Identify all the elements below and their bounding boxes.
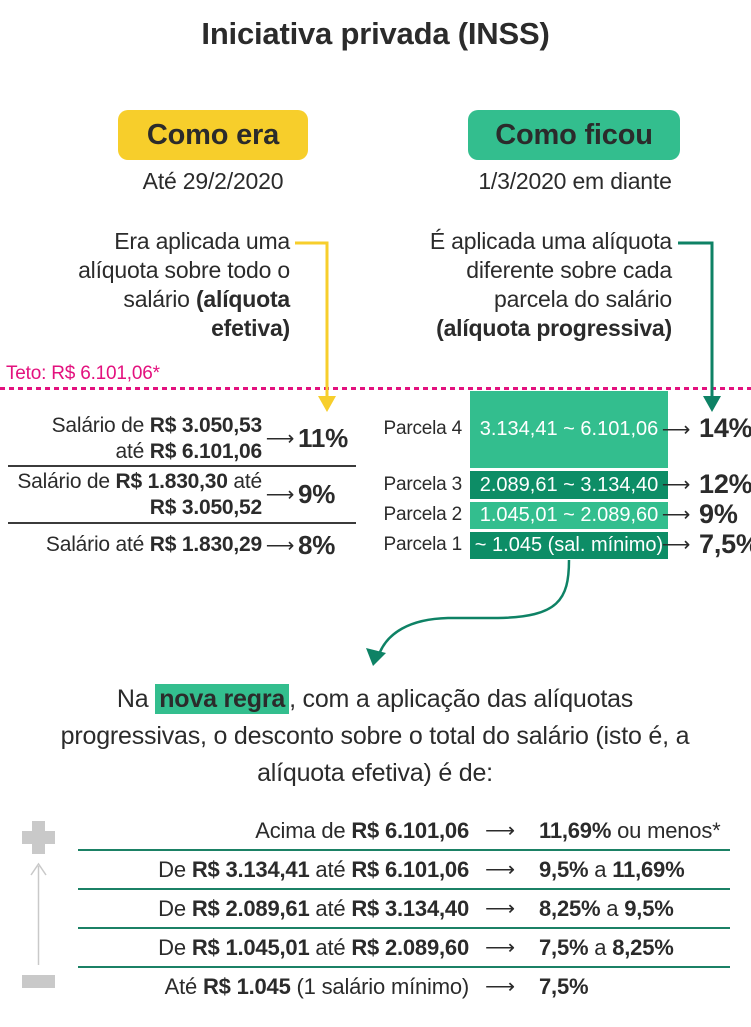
summary-intro: Na nova regra, com a aplicação das alíqu… [60,684,690,787]
curved-arrow-icon [366,559,571,666]
up-arrow-icon [30,862,47,965]
salary-range: Salário até R$ 1.830,29 [45,533,262,556]
arrow-right-icon: ⟶ [485,936,515,959]
salary-range: Até R$ 1.045 (1 salário mínimo) [164,973,470,999]
old-rule-table: Salário de R$ 3.050,53 até R$ 6.101,06 ⟶… [8,412,356,566]
parcel-bar-2: 1.045,01 ~ 2.089,60 [470,502,668,529]
after-description-bold: (alíquota progressiva) [436,315,672,341]
rate-value: 12% [699,469,751,499]
table-row: Acima de R$ 6.101,06 ⟶ 11,69% ou menos* [78,812,730,851]
parcel-label-1: Parcela 1 [383,534,463,555]
parcel-bar-4: 3.134,41 ~ 6.101,06 [470,391,668,468]
before-description: Era aplicada uma alíquota sobre todo o s… [10,227,290,343]
table-row: De R$ 2.089,61 até R$ 3.134,40 ⟶ 8,25% a… [78,890,730,929]
salary-range: De R$ 3.134,41 até R$ 6.101,06 [158,856,469,882]
rate-value: 7,5% [699,529,751,559]
salary-range: De R$ 1.045,01 até R$ 2.089,60 [158,934,469,960]
arrow-right-icon: ⟶ [661,419,691,441]
table-row: De R$ 3.134,41 até R$ 6.101,06 ⟶ 9,5% a … [78,851,730,890]
period-before: Até 29/2/2020 [142,168,284,194]
parcel-label-3: Parcela 3 [383,474,463,495]
before-description-bold: (alíquota efetiva) [195,286,290,341]
badge-como-ficou: Como ficou [468,110,680,160]
arrow-right-icon: ⟶ [265,484,295,506]
rate-range: 8,25% a 9,5% [539,895,674,921]
table-row: Salário de R$ 1.830,30 até R$ 3.050,52 ⟶… [8,467,356,524]
table-row: De R$ 1.045,01 até R$ 2.089,60 ⟶ 7,5% a … [78,929,730,968]
arrow-right-icon: ⟶ [485,975,515,998]
rate-value: 11% [298,423,349,453]
table-row: Salário de R$ 3.050,53 até R$ 6.101,06 ⟶… [8,412,356,467]
period-after: 1/3/2020 em diante [478,168,672,194]
rate-range: 7,5% [539,973,589,999]
rate-value: 9% [298,479,336,509]
arrow-right-icon: ⟶ [661,534,691,556]
parcel-label-2: Parcela 2 [383,504,463,525]
salary-range: Salário de R$ 1.830,30 até R$ 3.050,52 [17,469,262,519]
teto-label: Teto: R$ 6.101,06* [6,363,160,384]
rate-value: 14% [699,413,751,443]
salary-range: Salário de R$ 3.050,53 até R$ 6.101,06 [51,413,263,463]
plus-icon [22,821,55,854]
page-title: Iniciativa privada (INSS) [201,16,550,51]
arrow-right-icon: ⟶ [661,504,691,526]
rate-range: 11,69% ou menos* [539,817,721,843]
parcel-label-4: Parcela 4 [383,418,463,439]
arrow-right-icon: ⟶ [265,534,295,557]
arrow-right-icon: ⟶ [485,858,515,881]
rate-value: 9% [699,499,738,529]
teto-dotted-line [0,387,751,390]
rate-range: 7,5% a 8,25% [539,934,674,960]
arrow-right-icon: ⟶ [661,474,691,496]
arrow-right-icon: ⟶ [265,428,295,450]
effective-rate-table: Acima de R$ 6.101,06 ⟶ 11,69% ou menos* … [78,812,730,1005]
minus-icon [22,975,55,988]
arrow-right-icon: ⟶ [485,819,515,842]
badge-como-era: Como era [118,110,308,160]
salary-range: Acima de R$ 6.101,06 [255,817,469,843]
before-description-plain: Era aplicada uma alíquota sobre todo o s… [78,228,290,312]
parcel-bar-3: 2.089,61 ~ 3.134,40 [470,471,668,499]
nova-regra-highlight: nova regra [155,684,290,714]
salary-range: De R$ 2.089,61 até R$ 3.134,40 [158,895,469,921]
after-description: É aplicada uma alíquota diferente sobre … [360,227,672,343]
table-row: Salário até R$ 1.830,29 ⟶ 8% [8,524,356,566]
after-description-plain: É aplicada uma alíquota diferente sobre … [429,228,672,312]
parcel-bar-1: ~ 1.045 (sal. mínimo) [470,532,668,559]
arrow-right-icon: ⟶ [485,897,515,920]
rate-range: 9,5% a 11,69% [539,856,685,882]
rate-value: 8% [298,529,336,560]
table-row: Até R$ 1.045 (1 salário mínimo) ⟶ 7,5% [78,968,730,1005]
